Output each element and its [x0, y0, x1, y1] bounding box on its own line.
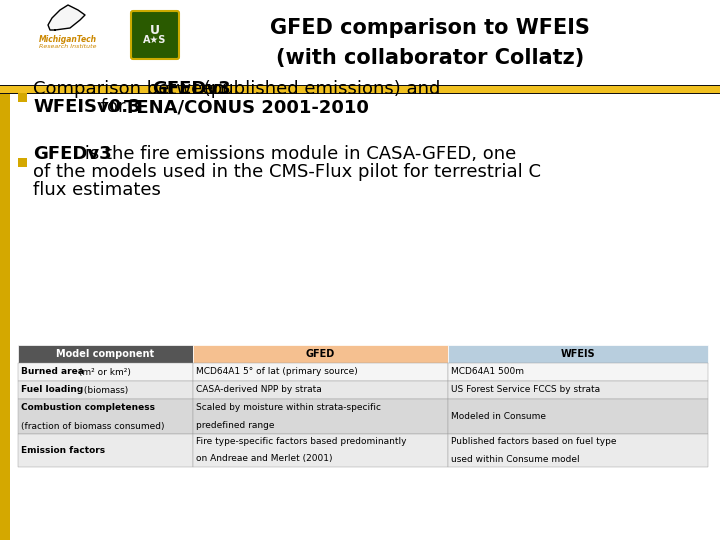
Text: MCD64A1 500m: MCD64A1 500m [451, 368, 524, 376]
Text: Burned area: Burned area [21, 368, 84, 376]
Text: GFED comparison to WFEIS: GFED comparison to WFEIS [270, 18, 590, 38]
Text: (published emissions) and: (published emissions) and [198, 80, 441, 98]
Text: on Andreae and Merlet (2001): on Andreae and Merlet (2001) [196, 455, 333, 463]
Text: Published factors based on fuel type: Published factors based on fuel type [451, 437, 616, 447]
Bar [193, 363, 448, 381]
Bar [18, 399, 193, 434]
Bar [448, 381, 708, 399]
Text: Model component: Model component [56, 349, 155, 359]
Text: Scaled by moisture within strata-specific: Scaled by moisture within strata-specifi… [196, 402, 381, 411]
Text: WFEISv0.3: WFEISv0.3 [33, 98, 140, 116]
Text: Emission factors: Emission factors [21, 446, 105, 455]
Text: MichiganTech: MichiganTech [39, 36, 97, 44]
Text: US Forest Service FCCS by strata: US Forest Service FCCS by strata [451, 386, 600, 395]
FancyBboxPatch shape [131, 11, 179, 59]
Bar [10, 94, 720, 540]
Bar [18, 158, 27, 167]
Bar [0, 86, 720, 93]
Text: (with collaborator Collatz): (with collaborator Collatz) [276, 48, 584, 68]
Bar [18, 434, 193, 467]
Text: Fuel loading: Fuel loading [21, 386, 84, 395]
Text: Combustion completeness: Combustion completeness [21, 402, 155, 411]
Text: Research Institute: Research Institute [40, 44, 96, 49]
Bar [18, 363, 193, 381]
Text: TENA/CONUS 2001-2010: TENA/CONUS 2001-2010 [124, 98, 369, 116]
Bar [193, 434, 448, 467]
Bar [18, 345, 193, 363]
Text: GFEDv3: GFEDv3 [33, 145, 112, 163]
Text: (m² or km²): (m² or km²) [76, 368, 131, 376]
Bar [0, 85, 720, 86]
Polygon shape [48, 5, 85, 30]
Bar [0, 93, 720, 94]
Text: Modeled in Consume: Modeled in Consume [451, 412, 546, 421]
Bar [18, 93, 27, 102]
Text: used within Consume model: used within Consume model [451, 455, 580, 463]
Text: of the models used in the CMS-Flux pilot for terrestrial C: of the models used in the CMS-Flux pilot… [33, 163, 541, 181]
Text: (biomass): (biomass) [81, 386, 128, 395]
Bar [448, 363, 708, 381]
Bar [448, 345, 708, 363]
Bar [193, 399, 448, 434]
Bar [0, 94, 10, 540]
Text: is the fire emissions module in CASA-GFED, one: is the fire emissions module in CASA-GFE… [79, 145, 516, 163]
Text: GFEDv3: GFEDv3 [152, 80, 230, 98]
Text: for: for [95, 98, 131, 116]
Bar [193, 345, 448, 363]
Text: predefined range: predefined range [196, 422, 274, 430]
Bar [18, 381, 193, 399]
Bar [193, 381, 448, 399]
Text: flux estimates: flux estimates [33, 181, 161, 199]
Text: MCD64A1 5° of lat (primary source): MCD64A1 5° of lat (primary source) [196, 368, 358, 376]
Text: Fire type-specific factors based predominantly: Fire type-specific factors based predomi… [196, 437, 407, 447]
Text: WFEIS: WFEIS [561, 349, 595, 359]
Text: U: U [150, 24, 160, 37]
Bar [448, 434, 708, 467]
Text: CASA-derived NPP by strata: CASA-derived NPP by strata [196, 386, 322, 395]
Text: A★S: A★S [143, 35, 167, 45]
Text: (fraction of biomass consumed): (fraction of biomass consumed) [21, 422, 164, 430]
Bar [0, 0, 720, 85]
Text: Comparison between: Comparison between [33, 80, 230, 98]
Bar [448, 399, 708, 434]
Text: GFED: GFED [306, 349, 335, 359]
